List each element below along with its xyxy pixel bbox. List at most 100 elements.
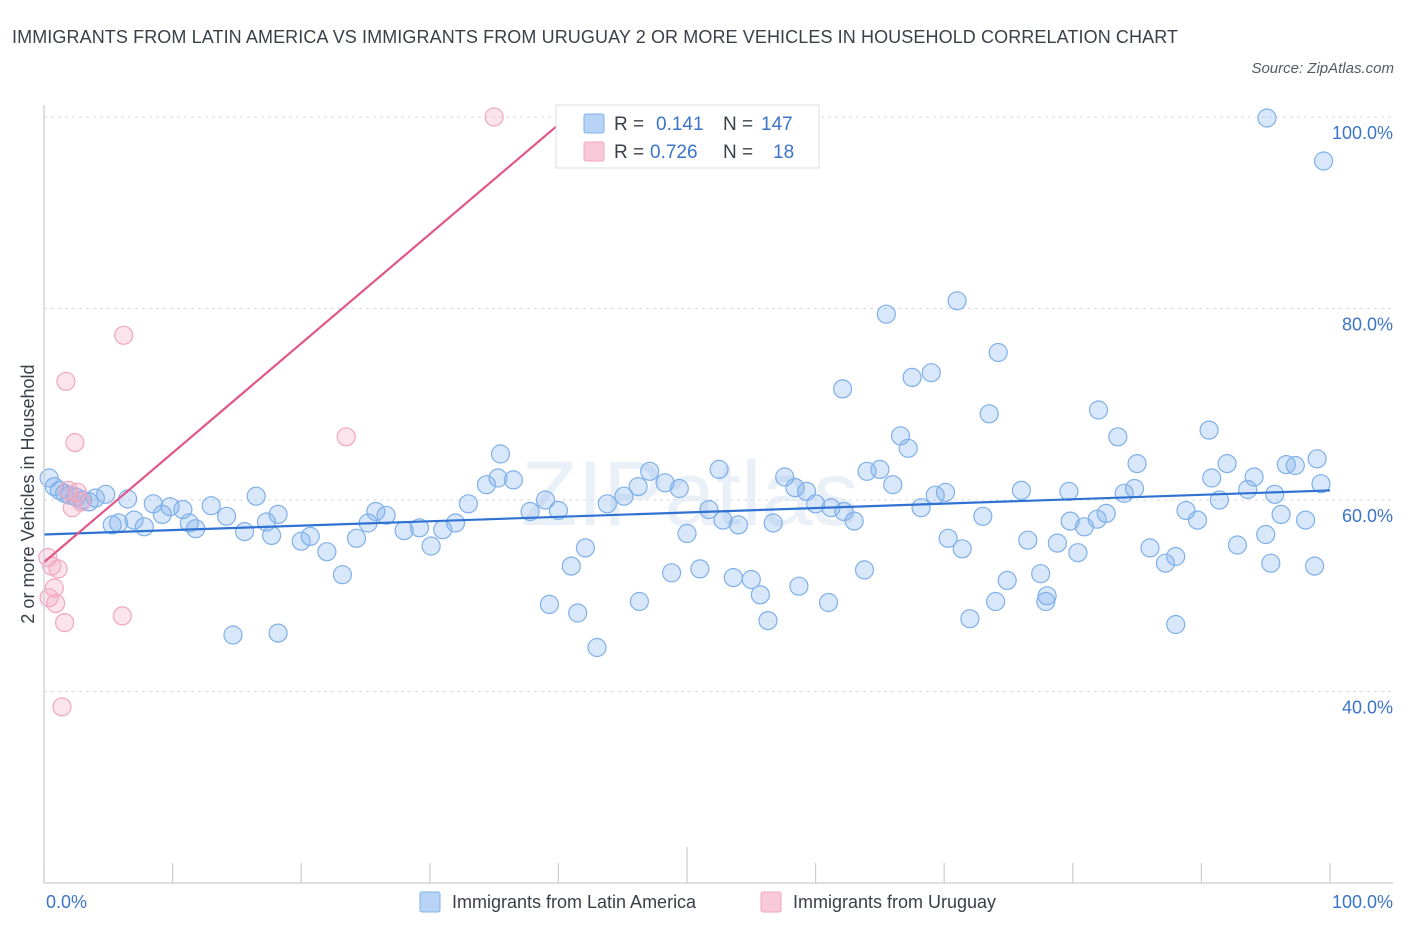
point-latin-america bbox=[952, 539, 972, 559]
point-latin-america bbox=[1244, 467, 1264, 487]
point-latin-america bbox=[921, 363, 941, 383]
point-latin-america bbox=[96, 484, 116, 504]
point-latin-america bbox=[268, 504, 288, 525]
point-latin-america bbox=[235, 521, 255, 542]
tick-labels: 40.0% 60.0% 80.0% 100.0% 0.0% 100.0% bbox=[46, 123, 1393, 912]
point-latin-america bbox=[1018, 530, 1038, 550]
point-latin-america bbox=[1202, 468, 1222, 488]
legend-r-value: 0.726 bbox=[650, 142, 698, 163]
point-latin-america bbox=[890, 426, 911, 446]
point-latin-america bbox=[661, 563, 682, 583]
point-latin-america bbox=[938, 528, 958, 548]
legend-swatch-blue bbox=[583, 113, 605, 134]
point-latin-america bbox=[911, 498, 931, 518]
point-latin-america bbox=[1271, 504, 1291, 525]
point-latin-america bbox=[854, 560, 875, 580]
x-tick-label: 100.0% bbox=[1332, 892, 1393, 912]
point-latin-america bbox=[1124, 478, 1145, 499]
point-latin-america bbox=[597, 494, 617, 514]
legend-r-label: R = bbox=[614, 142, 644, 163]
point-latin-america bbox=[366, 501, 386, 522]
point-latin-america bbox=[973, 506, 993, 526]
legend-r-value: 0.141 bbox=[656, 114, 704, 135]
point-latin-america bbox=[1256, 524, 1276, 545]
point-latin-america bbox=[1155, 553, 1176, 573]
point-latin-america bbox=[669, 478, 689, 499]
point-latin-america bbox=[223, 625, 243, 645]
y-tick-label: 100.0% bbox=[1332, 123, 1393, 143]
point-latin-america bbox=[758, 610, 778, 631]
bottom-legend-label: Immigrants from Latin America bbox=[452, 892, 697, 912]
point-latin-america bbox=[548, 500, 569, 521]
point-latin-america bbox=[268, 623, 288, 643]
point-latin-america bbox=[789, 576, 809, 596]
point-latin-america bbox=[997, 570, 1017, 591]
point-latin-america bbox=[785, 478, 805, 498]
point-uruguay bbox=[52, 697, 72, 717]
point-uruguay bbox=[114, 325, 134, 345]
point-latin-america bbox=[818, 592, 839, 613]
point-latin-america bbox=[699, 500, 719, 520]
point-latin-america bbox=[1068, 543, 1088, 563]
point-latin-america bbox=[561, 556, 581, 576]
point-latin-america bbox=[376, 505, 396, 525]
point-latin-america bbox=[979, 404, 999, 424]
point-latin-america bbox=[960, 609, 980, 629]
y-tick-label: 60.0% bbox=[1342, 506, 1393, 526]
point-uruguay bbox=[45, 593, 66, 614]
point-latin-america bbox=[152, 504, 172, 525]
point-latin-america bbox=[870, 459, 890, 479]
bottom-legend-swatch-pink bbox=[760, 891, 782, 913]
point-latin-america bbox=[1187, 510, 1208, 530]
point-latin-america bbox=[1295, 510, 1316, 530]
point-latin-america bbox=[1047, 533, 1068, 553]
point-latin-america bbox=[476, 475, 496, 495]
point-latin-america bbox=[1261, 553, 1281, 573]
point-latin-america bbox=[1227, 535, 1248, 555]
point-latin-america bbox=[988, 342, 1008, 363]
point-latin-america bbox=[709, 459, 729, 479]
chart-title: IMMIGRANTS FROM LATIN AMERICA VS IMMIGRA… bbox=[12, 27, 1179, 47]
point-latin-america bbox=[1217, 454, 1237, 474]
point-latin-america bbox=[124, 510, 144, 530]
point-uruguay bbox=[112, 606, 133, 626]
legend-n-value: 18 bbox=[773, 142, 794, 163]
point-uruguay bbox=[336, 427, 356, 447]
x-tick-label: 0.0% bbox=[46, 892, 87, 912]
point-uruguay bbox=[56, 371, 76, 391]
point-latin-america bbox=[346, 528, 367, 548]
point-latin-america bbox=[503, 470, 524, 490]
point-latin-america bbox=[539, 594, 560, 615]
point-latin-america bbox=[490, 444, 511, 464]
point-latin-america bbox=[844, 511, 864, 531]
point-latin-america bbox=[1166, 614, 1186, 635]
point-latin-america bbox=[262, 525, 282, 546]
watermark: ZIPatlas bbox=[521, 443, 858, 545]
point-latin-america bbox=[655, 473, 675, 493]
point-latin-america bbox=[1088, 400, 1109, 420]
point-latin-america bbox=[628, 477, 648, 497]
point-latin-america bbox=[1166, 546, 1186, 567]
point-latin-america bbox=[409, 518, 430, 538]
point-latin-america bbox=[883, 475, 903, 495]
point-latin-america bbox=[421, 536, 441, 556]
trendline-latin-america bbox=[43, 489, 1331, 536]
source-label: Source: ZipAtlas.com bbox=[1251, 60, 1394, 77]
point-latin-america bbox=[763, 513, 783, 533]
point-latin-america bbox=[488, 468, 508, 488]
legend: R = 0.141 N = 147 R = 0.726 N = 18 bbox=[555, 104, 820, 169]
point-uruguay bbox=[54, 612, 75, 633]
point-latin-america bbox=[1127, 454, 1147, 474]
point-latin-america bbox=[935, 482, 956, 502]
point-latin-america bbox=[217, 506, 237, 526]
point-latin-america bbox=[332, 565, 352, 585]
legend-n-label: N = bbox=[723, 142, 753, 163]
legend-n-label: N = bbox=[723, 114, 753, 135]
point-latin-america bbox=[1031, 564, 1051, 584]
point-latin-america bbox=[985, 591, 1006, 612]
point-latin-america bbox=[458, 494, 478, 514]
point-latin-america bbox=[1199, 420, 1219, 440]
point-latin-america bbox=[1209, 490, 1230, 510]
point-latin-america bbox=[1036, 591, 1056, 612]
